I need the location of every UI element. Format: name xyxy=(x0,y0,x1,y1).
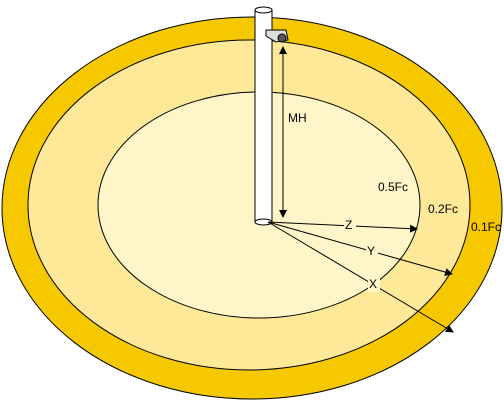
distance-arrow xyxy=(267,221,418,233)
zone-label: 0.5Fc xyxy=(378,180,408,194)
pole xyxy=(254,6,289,226)
distance-label: Y xyxy=(367,244,375,258)
label-bg xyxy=(344,219,356,233)
zone-label: 0.2Fc xyxy=(428,202,458,216)
zone-label: 0.1Fc xyxy=(471,220,501,234)
distance-label: Z xyxy=(345,218,352,232)
label-bg xyxy=(368,278,380,292)
label-bg xyxy=(366,245,378,259)
distance-arrow xyxy=(267,221,454,333)
distance-label: X xyxy=(369,277,377,291)
height-label: MH xyxy=(288,111,307,125)
distance-arrow xyxy=(267,221,453,276)
